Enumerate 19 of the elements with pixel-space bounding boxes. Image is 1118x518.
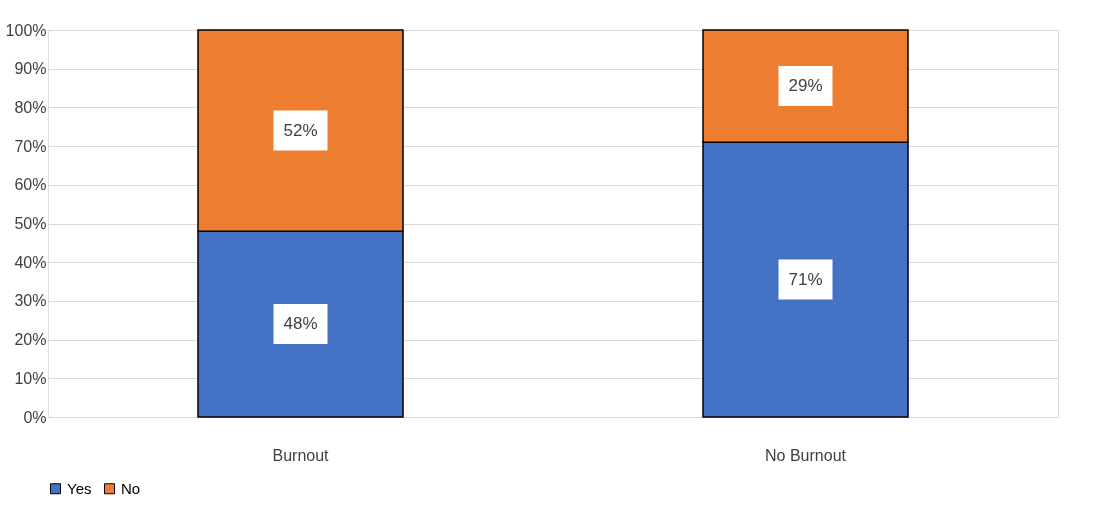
data-label: 71% xyxy=(788,269,823,289)
data-label: 52% xyxy=(283,120,318,140)
data-label: 29% xyxy=(788,76,823,96)
y-tick-label: 80% xyxy=(14,98,47,116)
legend-label: Yes xyxy=(67,479,92,497)
y-tick-label: 50% xyxy=(14,215,47,232)
y-tick-label: 10% xyxy=(14,369,47,387)
y-tick-label: 70% xyxy=(14,137,47,155)
y-tick-label: 100% xyxy=(5,21,47,39)
y-tick-label: 0% xyxy=(23,408,47,426)
y-tick-label: 20% xyxy=(14,331,47,349)
y-tick-label: 90% xyxy=(14,60,47,78)
y-tick-label: 30% xyxy=(14,292,47,310)
x-tick-label: Burnout xyxy=(272,446,330,464)
x-tick-label: No Burnout xyxy=(765,446,847,464)
data-label: 48% xyxy=(283,314,318,334)
legend-label: No xyxy=(121,479,141,497)
y-tick-label: 60% xyxy=(14,176,47,194)
y-tick-label: 40% xyxy=(14,253,47,271)
